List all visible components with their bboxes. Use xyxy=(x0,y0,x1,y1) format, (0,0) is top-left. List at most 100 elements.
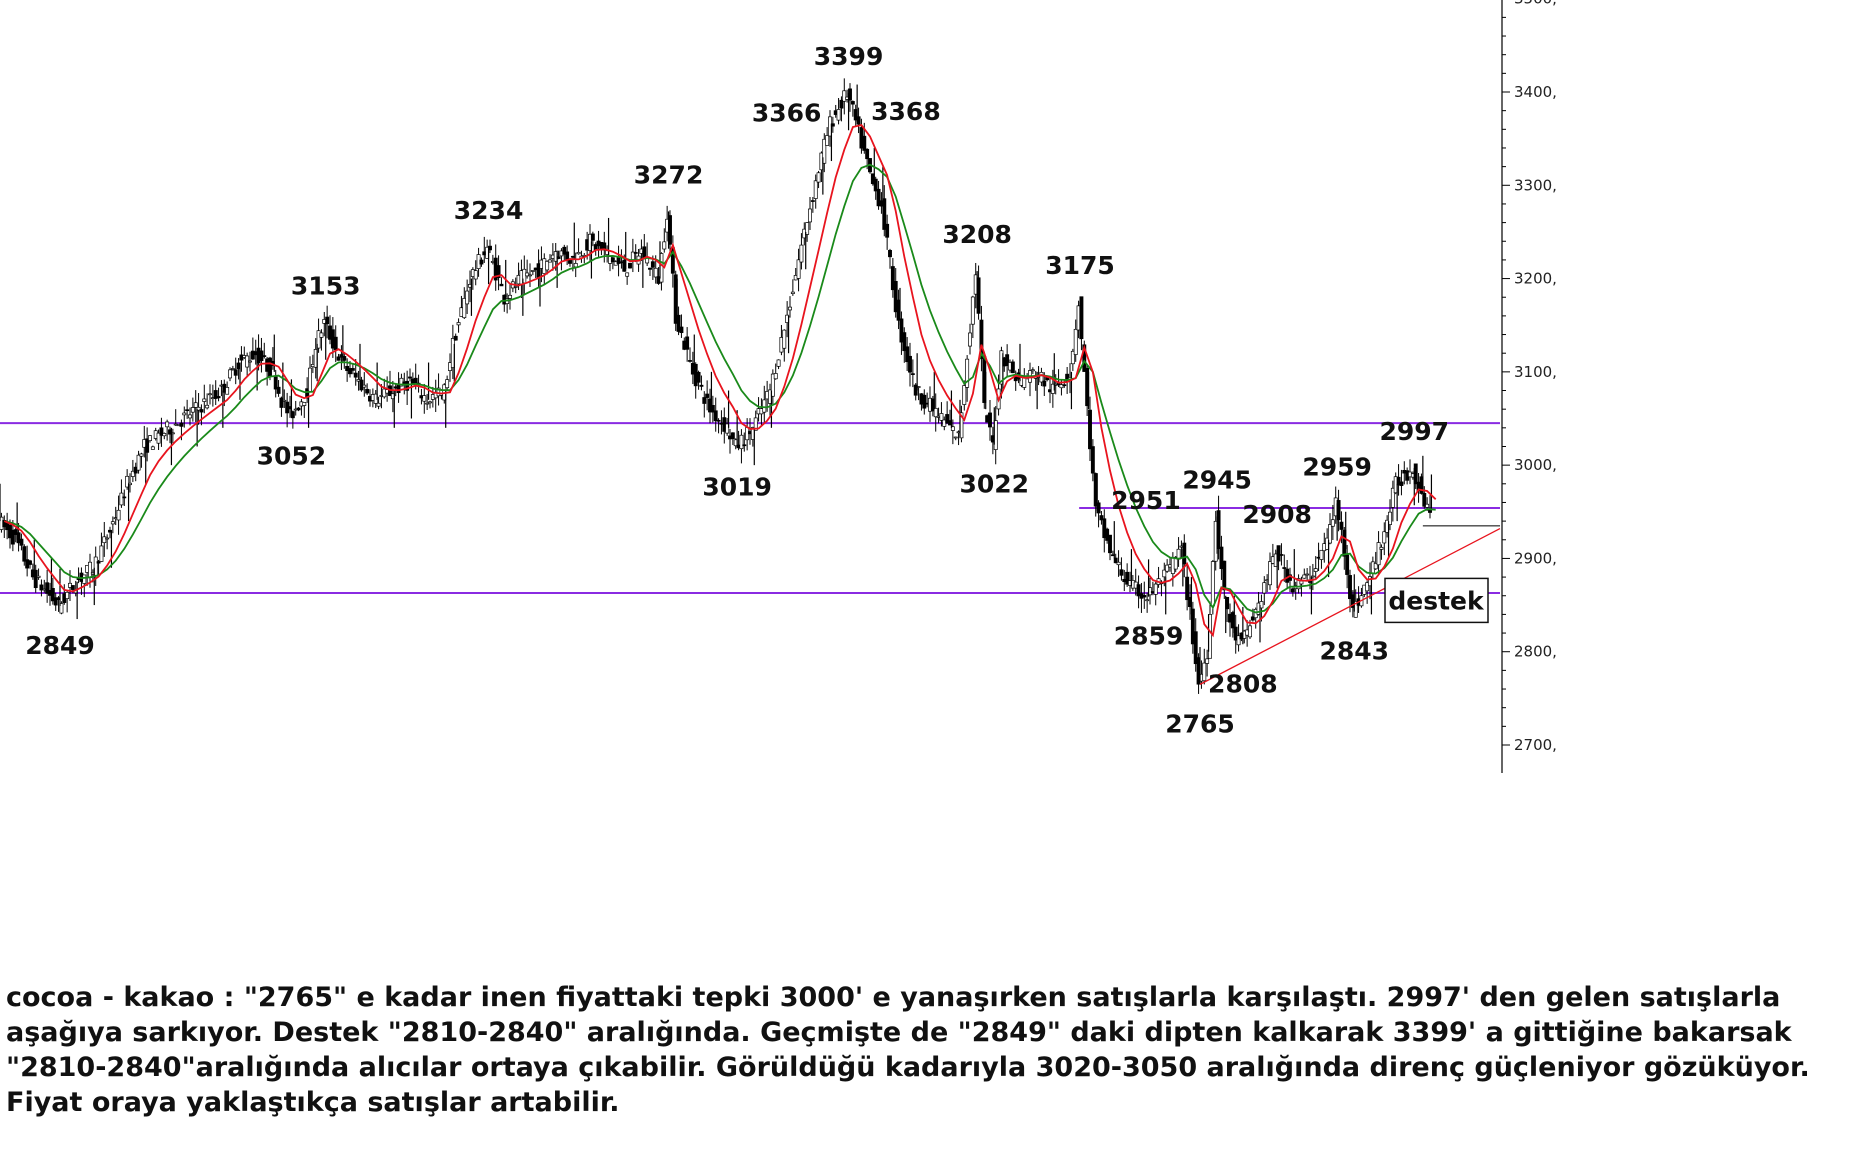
price-bar xyxy=(193,402,198,408)
price-bar xyxy=(1396,476,1401,486)
level-label-2997: 2997 xyxy=(1379,417,1449,446)
price-bar xyxy=(325,316,330,325)
price-bar xyxy=(1113,557,1118,564)
price-bar xyxy=(562,246,567,255)
price-bar xyxy=(839,99,844,109)
price-bar xyxy=(625,272,630,277)
price-bar xyxy=(1190,608,1195,645)
price-bar xyxy=(796,259,801,279)
price-bar xyxy=(422,395,427,402)
level-label-3175: 3175 xyxy=(1045,251,1115,280)
price-bar xyxy=(825,135,830,146)
price-bar xyxy=(705,393,710,398)
price-bar xyxy=(1330,519,1335,527)
price-bar xyxy=(1210,561,1215,607)
price-bar xyxy=(185,409,190,412)
price-bar xyxy=(70,585,75,590)
price-bar xyxy=(813,180,818,199)
price-bar xyxy=(816,172,821,183)
level-label-2843: 2843 xyxy=(1319,637,1389,666)
price-bar xyxy=(1165,564,1170,572)
price-bar xyxy=(1136,584,1141,597)
level-label-2951: 2951 xyxy=(1111,486,1181,515)
moving-average-slow-line xyxy=(4,163,1436,614)
price-bar xyxy=(1042,380,1047,387)
price-bar xyxy=(1222,560,1227,591)
price-bar xyxy=(365,388,370,394)
price-bar xyxy=(1279,554,1284,556)
level-label-3234: 3234 xyxy=(454,196,524,225)
price-bar xyxy=(213,390,218,399)
level-label-2945: 2945 xyxy=(1182,465,1252,494)
price-bar xyxy=(462,298,467,319)
price-bar xyxy=(922,394,927,409)
price-bar xyxy=(453,335,458,341)
price-bar xyxy=(688,360,692,362)
price-bar xyxy=(979,319,984,359)
price-bar xyxy=(228,369,232,379)
price-bar xyxy=(10,529,15,545)
price-bar xyxy=(96,561,101,564)
price-bar xyxy=(1422,492,1427,507)
price-bar xyxy=(179,422,184,427)
price-bar xyxy=(650,261,655,268)
price-bar xyxy=(1102,518,1107,539)
price-bar xyxy=(633,252,638,254)
price-bar xyxy=(116,509,121,521)
price-bar xyxy=(805,222,810,235)
price-bar xyxy=(273,376,278,390)
price-bar xyxy=(408,376,412,379)
price-bar xyxy=(822,138,827,164)
price-bar xyxy=(970,296,975,325)
price-bar xyxy=(428,401,432,404)
price-bar xyxy=(205,404,210,409)
price-bar xyxy=(1090,446,1095,474)
price-bar xyxy=(725,423,730,434)
price-bar xyxy=(1399,481,1404,486)
price-bar xyxy=(893,280,898,313)
price-bar xyxy=(648,267,652,270)
price-bar xyxy=(1248,625,1252,638)
axis-tick-label: 2700, xyxy=(1514,736,1557,754)
price-bar xyxy=(316,330,321,349)
price-bar xyxy=(1299,580,1304,585)
price-bar xyxy=(945,414,950,424)
price-bar xyxy=(939,413,944,421)
price-bar xyxy=(1259,601,1264,609)
price-bar xyxy=(788,306,792,311)
price-bar xyxy=(628,262,632,269)
level-label-3208: 3208 xyxy=(942,220,1012,249)
price-bar xyxy=(716,419,721,422)
price-bar xyxy=(150,446,155,450)
price-bar xyxy=(1116,561,1121,566)
price-bar xyxy=(988,412,992,428)
price-bar xyxy=(282,399,287,402)
price-bar xyxy=(782,329,787,349)
price-bar xyxy=(1125,571,1130,585)
price-bar xyxy=(770,373,775,397)
price-bar xyxy=(1010,361,1015,374)
price-bar xyxy=(1039,371,1044,383)
price-bar xyxy=(662,241,667,250)
price-bar xyxy=(82,574,87,584)
price-bar xyxy=(1073,328,1078,355)
price-bar xyxy=(262,355,267,357)
price-bar xyxy=(88,561,92,579)
price-bar xyxy=(1082,344,1087,372)
price-bar xyxy=(136,454,141,471)
price-bar xyxy=(699,384,704,387)
price-bar xyxy=(1005,354,1010,366)
price-bar xyxy=(233,369,238,376)
price-bar xyxy=(405,380,410,391)
price-bar xyxy=(28,560,32,565)
price-bar xyxy=(1313,568,1318,572)
price-bar xyxy=(102,536,107,544)
commentary-text: cocoa - kakao : "2765" e kadar inen fiya… xyxy=(6,982,1810,1118)
price-bar xyxy=(65,591,70,599)
price-bar xyxy=(1425,503,1430,508)
price-bar xyxy=(190,407,195,413)
price-bar xyxy=(308,367,312,393)
axis-tick-label: 2800, xyxy=(1514,643,1557,661)
price-bar xyxy=(1108,534,1112,554)
price-bar xyxy=(905,346,910,363)
